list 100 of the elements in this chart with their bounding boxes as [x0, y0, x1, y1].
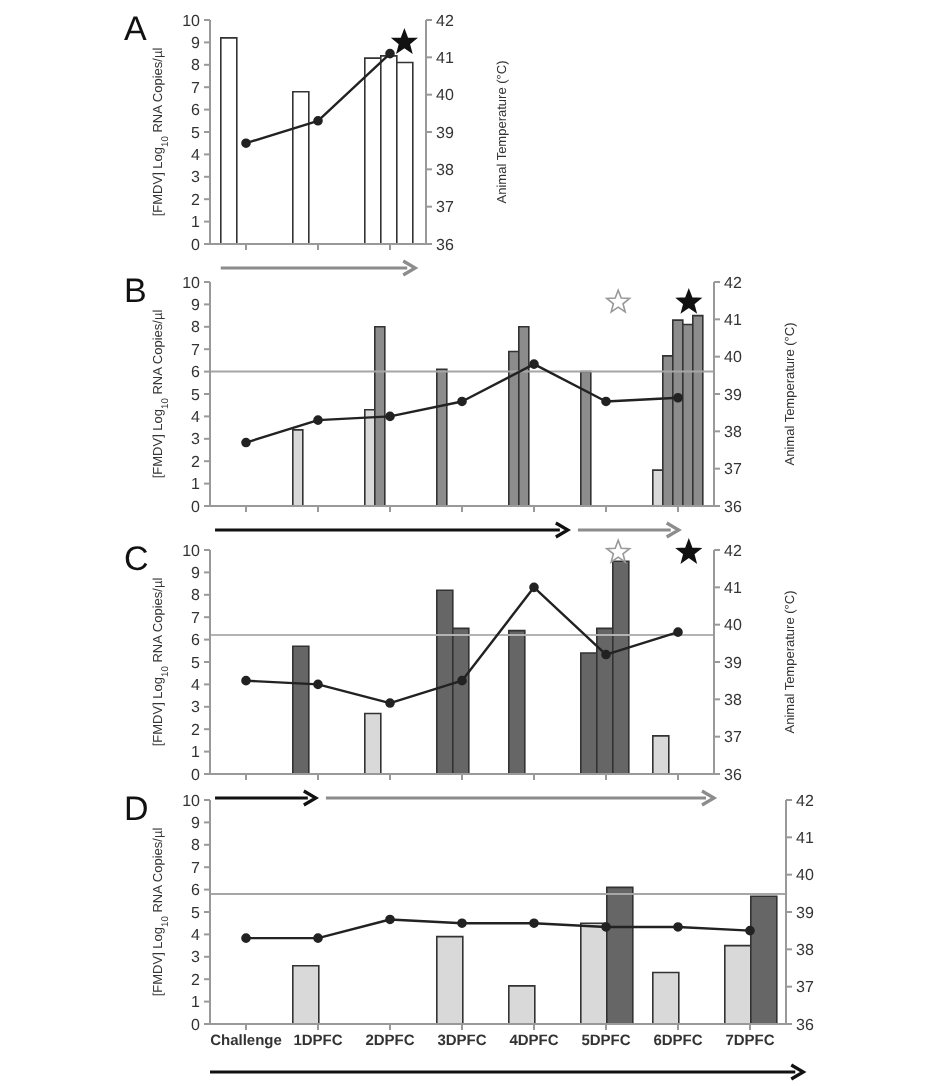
point — [457, 675, 467, 686]
y2-tick-label: 38 — [724, 423, 743, 442]
y2-tick-label: 40 — [724, 616, 743, 635]
point — [313, 116, 323, 126]
y-tick-label: 5 — [191, 903, 202, 922]
y2-tick-label: 41 — [796, 829, 815, 848]
y2-tick-label: 38 — [796, 941, 815, 960]
point — [313, 933, 323, 943]
y2-tick-label: 41 — [436, 49, 455, 68]
chart-title: A — [124, 10, 148, 48]
point — [385, 698, 395, 708]
y-tick-label: 0 — [191, 765, 202, 784]
bar — [292, 645, 310, 774]
y2-tick-label: 42 — [724, 541, 743, 560]
y-tick-label: 6 — [191, 881, 202, 900]
bar — [652, 971, 680, 1024]
y-tick-label: 9 — [191, 34, 202, 53]
y2-tick-label: 36 — [724, 765, 743, 784]
y-tick-label: 8 — [191, 836, 202, 855]
y2-tick-label: 39 — [436, 123, 455, 142]
point — [601, 922, 611, 932]
y-tick-label: 0 — [191, 235, 202, 254]
bar — [508, 985, 536, 1024]
y-tick-label: 9 — [191, 564, 202, 583]
bar — [220, 37, 238, 244]
y-tick-label: 8 — [191, 318, 202, 337]
y-tick-label: 1 — [191, 993, 202, 1012]
y2-tick-label: 37 — [724, 728, 743, 747]
point — [601, 649, 611, 660]
y-tick-label: 7 — [191, 608, 202, 627]
y2-tick-label: 38 — [724, 691, 743, 710]
point — [241, 933, 251, 943]
point — [745, 925, 755, 936]
point — [673, 627, 683, 637]
bar — [292, 90, 310, 244]
y-tick-label: 5 — [191, 385, 202, 404]
y-tick-label: 3 — [191, 168, 202, 187]
point — [529, 918, 539, 928]
y2-tick-label: 37 — [436, 198, 455, 217]
point — [457, 918, 467, 928]
y-tick-label: 4 — [191, 408, 202, 427]
y-tick-label: 7 — [191, 858, 202, 877]
y-tick-label: 4 — [191, 146, 202, 165]
y-tick-label: 10 — [182, 273, 202, 292]
chart-title: D — [124, 790, 149, 828]
y2-tick-label: 42 — [796, 791, 815, 810]
y-tick-label: 3 — [191, 698, 202, 717]
bar — [292, 429, 304, 506]
bar — [436, 935, 464, 1024]
y2-tick-label: 37 — [796, 978, 815, 997]
y2-tick-label: 40 — [796, 866, 815, 885]
y2-tick-label: 36 — [796, 1015, 815, 1034]
y2-tick-label: 40 — [436, 86, 455, 105]
point — [673, 392, 683, 403]
y-tick-label: 7 — [191, 78, 202, 97]
y-tick-label: 10 — [182, 11, 202, 30]
point — [385, 48, 395, 59]
y-tick-label: 1 — [191, 475, 202, 494]
bar — [508, 629, 526, 774]
y-tick-label: 8 — [191, 586, 202, 605]
y-tick-label: 9 — [191, 814, 202, 833]
point — [457, 396, 467, 407]
y2-tick-label: 37 — [724, 460, 743, 479]
y2-tick-label: 36 — [436, 235, 455, 254]
y-tick-label: 5 — [191, 653, 202, 672]
y-tick-label: 1 — [191, 213, 202, 232]
y-tick-label: 7 — [191, 340, 202, 359]
y-tick-label: 4 — [191, 676, 202, 695]
bar — [364, 712, 382, 774]
point — [313, 415, 323, 425]
y-tick-label: 10 — [182, 791, 202, 810]
y-tick-label: 3 — [191, 948, 202, 967]
y2-tick-label: 39 — [796, 903, 815, 922]
y2-tick-label: 39 — [724, 653, 743, 672]
bar — [292, 964, 320, 1024]
y-tick-label: 2 — [191, 452, 202, 471]
y2-tick-label: 40 — [724, 348, 743, 367]
y2-tick-label: 42 — [436, 11, 455, 30]
point — [529, 359, 539, 369]
y2-tick-label: 41 — [724, 579, 743, 598]
y-tick-label: 2 — [191, 190, 202, 209]
point — [241, 675, 251, 686]
y2-tick-label: 39 — [724, 385, 743, 404]
y-tick-label: 2 — [191, 720, 202, 739]
chart-title: B — [124, 272, 147, 310]
y-tick-label: 9 — [191, 296, 202, 315]
point — [241, 437, 251, 448]
y-tick-label: 6 — [191, 101, 202, 120]
point — [385, 411, 395, 422]
y-tick-label: 5 — [191, 123, 202, 142]
y-tick-label: 6 — [191, 363, 202, 382]
y-tick-label: 0 — [191, 1015, 202, 1034]
y2-tick-label: 36 — [724, 497, 743, 516]
y-tick-label: 10 — [182, 541, 202, 560]
y-tick-label: 0 — [191, 497, 202, 516]
point — [529, 582, 539, 593]
y-tick-label: 3 — [191, 430, 202, 449]
y2-tick-label: 42 — [724, 273, 743, 292]
point — [673, 922, 683, 932]
y-tick-label: 1 — [191, 743, 202, 762]
